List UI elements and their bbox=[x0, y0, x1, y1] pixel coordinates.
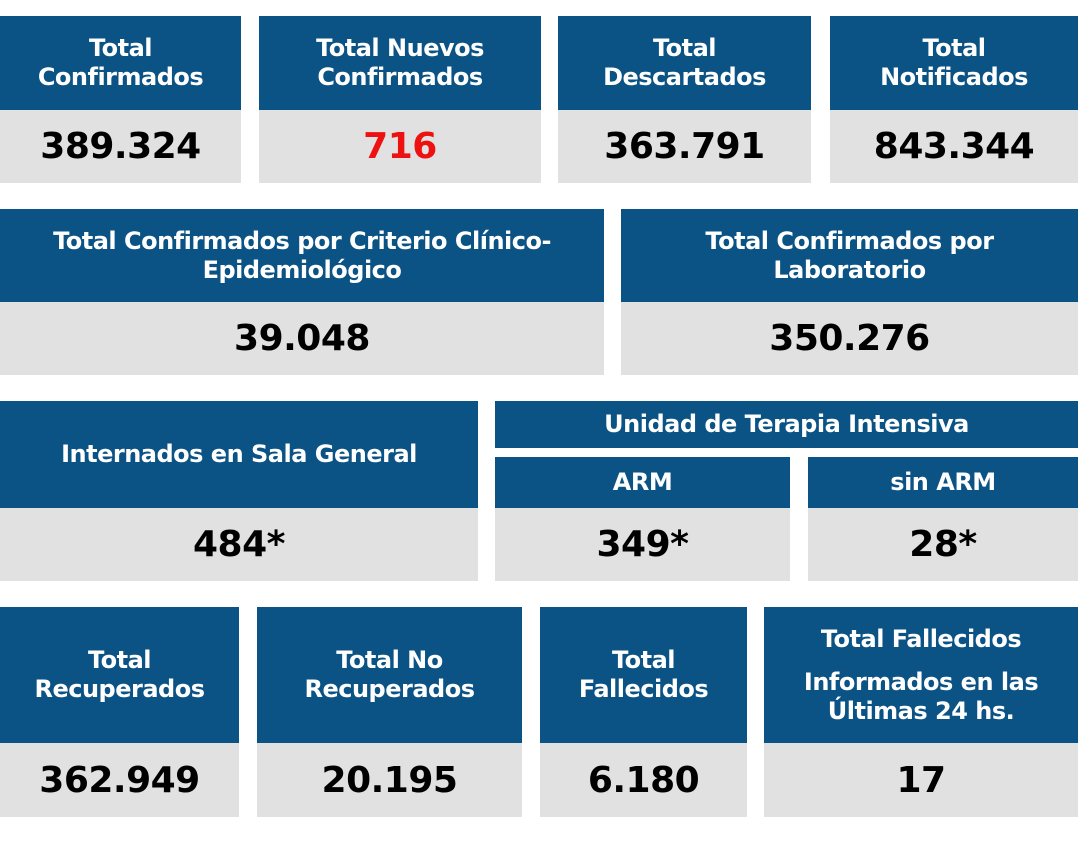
card-header: Total Confirmados por Criterio Clínico- … bbox=[0, 209, 604, 302]
card-header: sin ARM bbox=[808, 457, 1078, 508]
card-label-line: Recuperados bbox=[304, 675, 475, 703]
card-label-line: Descartados bbox=[603, 63, 766, 91]
card-label-line: Total Confirmados por Criterio Clínico- bbox=[53, 226, 551, 255]
group-header: Unidad de Terapia Intensiva bbox=[495, 401, 1078, 448]
card-label-line: Total Fallecidos bbox=[820, 624, 1022, 653]
card-value: 28* bbox=[808, 508, 1078, 581]
card-label-line: Informados en las bbox=[803, 667, 1039, 696]
card-header: ARM bbox=[495, 457, 790, 508]
card-value: 362.949 bbox=[0, 743, 239, 817]
card-header: Total Confirmados bbox=[0, 16, 241, 110]
card-header: Total Fallecidos Informados en las Últim… bbox=[764, 607, 1078, 743]
card-value: 39.048 bbox=[0, 302, 604, 375]
card-header: Total Fallecidos bbox=[540, 607, 747, 743]
card-header: Total No Recuperados bbox=[257, 607, 522, 743]
card-header: Total Descartados bbox=[558, 16, 811, 110]
card-label-line: Laboratorio bbox=[773, 255, 926, 284]
card-label-line: Recuperados bbox=[34, 675, 205, 703]
card-header: Internados en Sala General bbox=[0, 401, 478, 508]
card-label-line: Total bbox=[88, 34, 153, 62]
card-label-line: Total bbox=[922, 34, 986, 62]
card-label-line: Confirmados bbox=[317, 63, 483, 91]
card-label-line: Fallecidos bbox=[578, 675, 709, 703]
card-value: 363.791 bbox=[558, 110, 811, 183]
card-header: Total Recuperados bbox=[0, 607, 239, 743]
card-value: 484* bbox=[0, 508, 478, 581]
card-label-line: Total Nuevos bbox=[316, 34, 484, 62]
card-label-line: Confirmados bbox=[37, 63, 204, 91]
card-label-line: Total Confirmados por bbox=[705, 226, 994, 255]
card-value: 17 bbox=[764, 743, 1078, 817]
card-value: 350.276 bbox=[621, 302, 1078, 375]
card-label-line: Total No bbox=[336, 646, 443, 674]
card-label-line: Epidemiológico bbox=[202, 255, 402, 284]
card-value: 6.180 bbox=[540, 743, 747, 817]
card-header: Total Notificados bbox=[830, 16, 1078, 110]
card-header: Total Confirmados por Laboratorio bbox=[621, 209, 1078, 302]
card-value: 389.324 bbox=[0, 110, 241, 183]
card-value-highlighted: 716 bbox=[259, 110, 541, 183]
card-label-line: Últimas 24 hs. bbox=[827, 696, 1015, 725]
card-value: 349* bbox=[495, 508, 790, 581]
card-label-line: Total bbox=[611, 646, 676, 674]
card-label-line: Notificados bbox=[880, 63, 1028, 91]
card-header: Total Nuevos Confirmados bbox=[259, 16, 541, 110]
card-value: 20.195 bbox=[257, 743, 522, 817]
card-value: 843.344 bbox=[830, 110, 1078, 183]
card-label-line: Total bbox=[87, 646, 152, 674]
card-label-line: Total bbox=[652, 34, 717, 62]
